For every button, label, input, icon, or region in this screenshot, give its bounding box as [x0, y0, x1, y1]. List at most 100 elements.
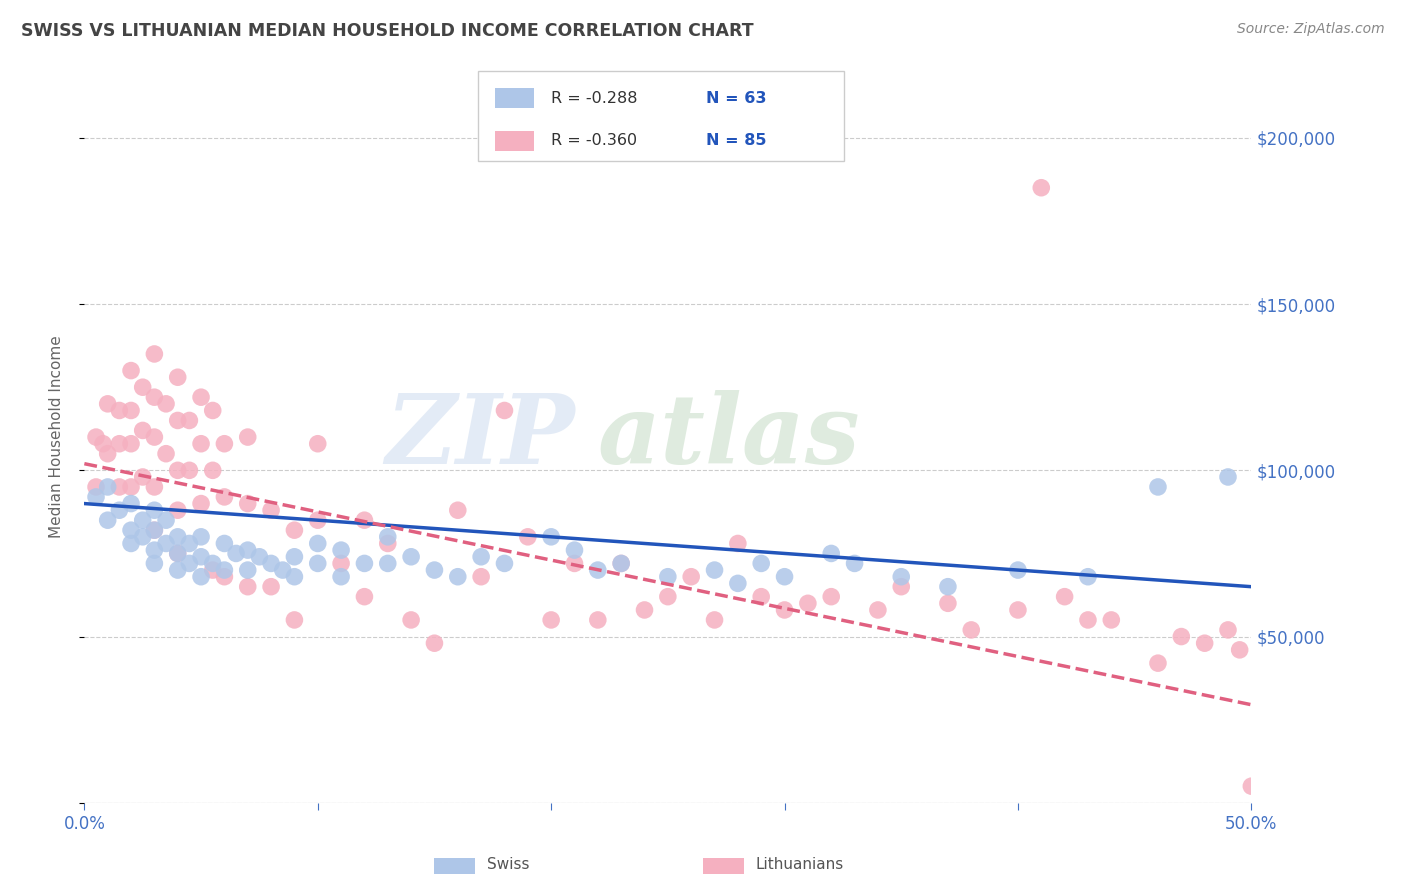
Point — [447, 570, 470, 584]
Point — [703, 563, 725, 577]
Point — [120, 363, 142, 377]
Point — [470, 549, 492, 564]
Point — [399, 549, 422, 564]
Point — [84, 430, 107, 444]
Point — [260, 580, 283, 594]
Point — [260, 503, 283, 517]
Point — [353, 590, 375, 604]
Point — [727, 576, 749, 591]
Point — [377, 536, 399, 550]
Bar — [434, 858, 475, 874]
Point — [143, 390, 166, 404]
Text: N = 85: N = 85 — [706, 134, 766, 148]
Text: SWISS VS LITHUANIAN MEDIAN HOUSEHOLD INCOME CORRELATION CHART: SWISS VS LITHUANIAN MEDIAN HOUSEHOLD INC… — [21, 22, 754, 40]
Point — [120, 436, 142, 450]
Point — [866, 603, 889, 617]
Point — [377, 530, 399, 544]
Point — [190, 497, 212, 511]
Point — [190, 436, 212, 450]
Point — [190, 530, 212, 544]
Point — [214, 563, 236, 577]
Point — [470, 570, 492, 584]
Point — [214, 570, 236, 584]
Point — [773, 603, 796, 617]
Point — [155, 397, 177, 411]
Point — [330, 570, 353, 584]
Point — [307, 513, 329, 527]
Point — [166, 530, 188, 544]
Point — [749, 557, 772, 571]
Bar — [703, 858, 744, 874]
Point — [91, 436, 114, 450]
Point — [120, 536, 142, 550]
Point — [132, 470, 155, 484]
Point — [132, 380, 155, 394]
Point — [330, 557, 353, 571]
Point — [214, 436, 236, 450]
Point — [283, 570, 305, 584]
Point — [120, 523, 142, 537]
Point — [108, 503, 131, 517]
Point — [610, 557, 633, 571]
Point — [120, 403, 142, 417]
Point — [190, 570, 212, 584]
Point — [1099, 613, 1122, 627]
Point — [132, 424, 155, 438]
Point — [260, 557, 283, 571]
Point — [773, 570, 796, 584]
Point — [97, 397, 120, 411]
Point — [249, 549, 271, 564]
Point — [143, 503, 166, 517]
Point — [516, 530, 538, 544]
Point — [540, 613, 562, 627]
Point — [143, 523, 166, 537]
Point — [353, 513, 375, 527]
Point — [283, 549, 305, 564]
Point — [166, 413, 188, 427]
Point — [97, 480, 120, 494]
Point — [820, 546, 842, 560]
Point — [353, 557, 375, 571]
Point — [494, 557, 516, 571]
Text: atlas: atlas — [598, 390, 860, 484]
Text: Lithuanians: Lithuanians — [755, 857, 844, 872]
Point — [890, 570, 912, 584]
Text: R = -0.360: R = -0.360 — [551, 134, 637, 148]
Point — [120, 497, 142, 511]
Point — [201, 563, 224, 577]
Point — [1170, 630, 1192, 644]
Point — [84, 480, 107, 494]
Point — [143, 557, 166, 571]
Point — [703, 613, 725, 627]
Point — [307, 436, 329, 450]
Point — [143, 480, 166, 494]
Point — [494, 403, 516, 417]
Point — [108, 480, 131, 494]
Y-axis label: Median Household Income: Median Household Income — [49, 335, 63, 539]
Point — [1194, 636, 1216, 650]
Point — [307, 557, 329, 571]
Point — [564, 557, 586, 571]
Text: Swiss: Swiss — [486, 857, 530, 872]
Point — [1007, 563, 1029, 577]
Text: Source: ZipAtlas.com: Source: ZipAtlas.com — [1237, 22, 1385, 37]
Point — [236, 497, 259, 511]
Point — [657, 570, 679, 584]
Point — [960, 623, 983, 637]
Point — [283, 523, 305, 537]
Point — [586, 613, 609, 627]
Point — [143, 523, 166, 537]
Point — [201, 403, 224, 417]
Point — [97, 513, 120, 527]
Point — [1077, 613, 1099, 627]
Point — [1240, 779, 1263, 793]
Point — [797, 596, 820, 610]
Text: N = 63: N = 63 — [706, 91, 766, 105]
Point — [166, 463, 188, 477]
Point — [236, 580, 259, 594]
Point — [143, 347, 166, 361]
Point — [586, 563, 609, 577]
Point — [330, 543, 353, 558]
Point — [1077, 570, 1099, 584]
Point — [120, 480, 142, 494]
